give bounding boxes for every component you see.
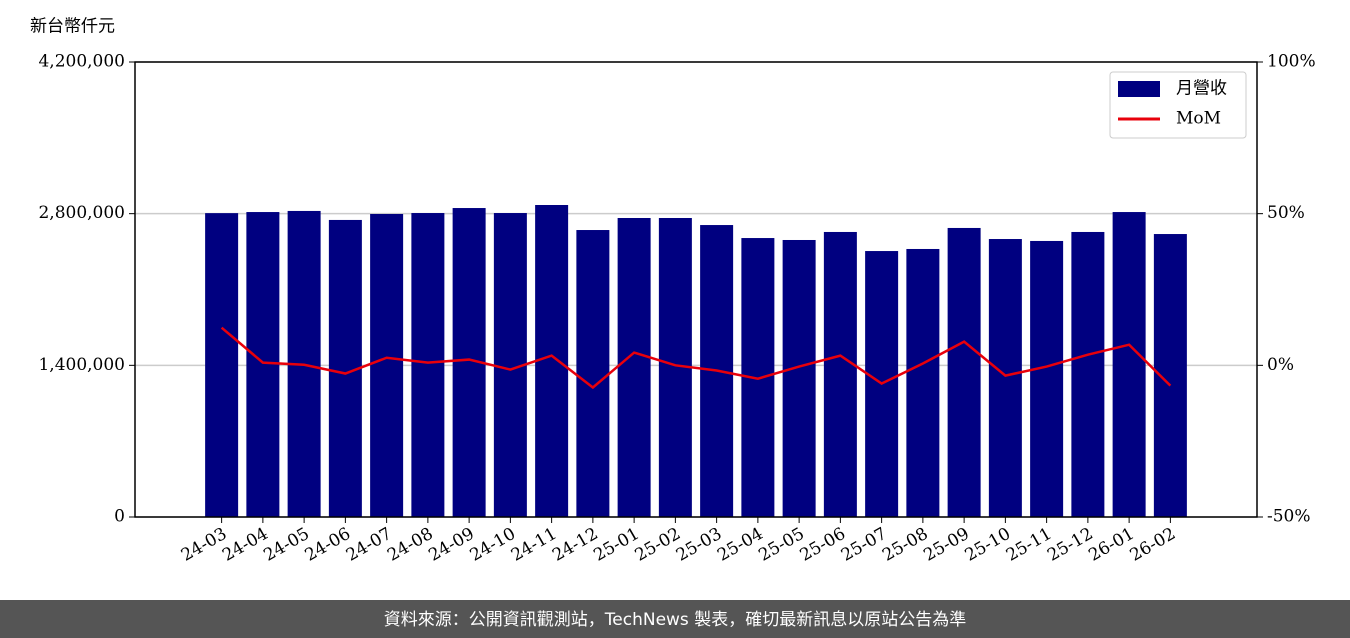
y-tick-label: 4,200,000 bbox=[38, 52, 125, 72]
x-tick-label: 25-03 bbox=[673, 524, 725, 566]
x-tick-label: 24-04 bbox=[219, 524, 271, 566]
y-tick-label: 2,800,000 bbox=[38, 203, 125, 223]
x-tick-label: 25-04 bbox=[714, 524, 766, 566]
x-tick-label: 24-07 bbox=[343, 524, 395, 566]
x-tick-label: 24-10 bbox=[467, 524, 519, 566]
bar bbox=[782, 239, 816, 517]
bar bbox=[535, 205, 569, 517]
x-tick-label: 24-12 bbox=[549, 524, 601, 566]
bar bbox=[1071, 231, 1105, 517]
bar bbox=[617, 218, 651, 517]
legend-label: MoM bbox=[1176, 109, 1221, 129]
line bbox=[220, 326, 1172, 390]
bar bbox=[906, 248, 940, 517]
x-tick-label: 25-12 bbox=[1044, 524, 1096, 566]
bar bbox=[246, 212, 280, 517]
x-tick-label: 24-08 bbox=[384, 524, 436, 566]
bar bbox=[988, 239, 1022, 517]
x-tick-label: 24-09 bbox=[425, 524, 477, 566]
x-tick-label: 25-02 bbox=[632, 524, 684, 566]
legend-swatch bbox=[1118, 81, 1160, 97]
bar bbox=[947, 227, 981, 517]
x-tick-label: 24-05 bbox=[260, 524, 312, 566]
bar bbox=[576, 230, 610, 517]
y2-tick-label: 0% bbox=[1267, 355, 1294, 375]
footer-bar bbox=[0, 600, 1350, 638]
x-tick-label: 26-01 bbox=[1085, 524, 1137, 566]
x-tick-label: 24-11 bbox=[508, 524, 560, 566]
plot-frame bbox=[134, 61, 1258, 518]
x-tick-label: 25-11 bbox=[1003, 524, 1055, 566]
x-tick-label: 24-03 bbox=[178, 524, 230, 566]
x-tick-label: 25-06 bbox=[797, 524, 849, 566]
bar bbox=[823, 231, 857, 517]
x-tick-label: 25-07 bbox=[838, 524, 890, 566]
x-tick-label: 25-01 bbox=[590, 524, 642, 566]
bar bbox=[205, 213, 239, 517]
bar bbox=[1112, 212, 1146, 517]
bar bbox=[370, 213, 404, 517]
x-tick-label: 26-02 bbox=[1127, 524, 1179, 566]
y-axis-label: 新台幣仟元 bbox=[30, 17, 115, 37]
y2-tick-label: 100% bbox=[1267, 52, 1316, 72]
legend-label: 月營收 bbox=[1176, 79, 1227, 99]
x-tick-label: 25-05 bbox=[755, 524, 807, 566]
bar bbox=[411, 213, 445, 517]
footer-text: 資料來源：公開資訊觀測站，TechNews 製表，確切最新訊息以原站公告為準 bbox=[384, 610, 966, 630]
y-tick-label: 1,400,000 bbox=[38, 355, 125, 375]
y2-tick-label: 50% bbox=[1267, 203, 1305, 223]
bar bbox=[1030, 240, 1064, 517]
y2-tick-label: -50% bbox=[1267, 507, 1311, 527]
x-tick-label: 25-10 bbox=[962, 524, 1014, 566]
x-tick-label: 25-08 bbox=[879, 524, 931, 566]
y-tick-label: 0 bbox=[114, 507, 125, 527]
x-tick-label: 24-06 bbox=[302, 524, 354, 566]
x-tick-label: 25-09 bbox=[920, 524, 972, 566]
